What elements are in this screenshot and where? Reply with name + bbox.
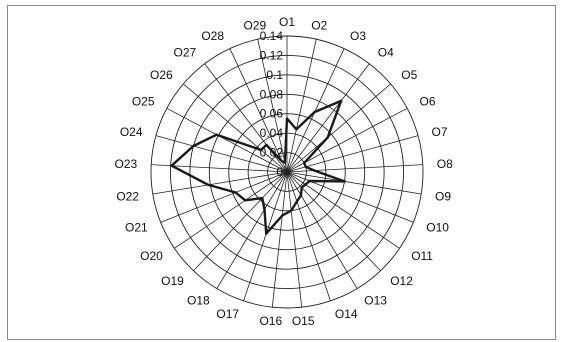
series-point bbox=[290, 209, 293, 212]
series-point bbox=[304, 183, 307, 186]
category-label: O22 bbox=[116, 189, 139, 203]
radial-tick-label: 0.06 bbox=[260, 107, 284, 121]
category-label: O10 bbox=[426, 221, 449, 235]
series-point bbox=[313, 110, 316, 114]
category-label: O18 bbox=[187, 294, 210, 308]
category-label: O28 bbox=[201, 29, 224, 43]
category-label: O29 bbox=[243, 19, 266, 33]
series-point bbox=[299, 194, 303, 197]
spoke-line bbox=[286, 164, 423, 173]
category-label: O21 bbox=[125, 221, 148, 235]
category-label: O6 bbox=[420, 95, 436, 109]
radar-series-group bbox=[170, 99, 346, 235]
radar-spokes bbox=[151, 36, 423, 308]
spoke-line bbox=[152, 171, 288, 195]
series-point bbox=[263, 208, 266, 211]
series-point bbox=[207, 183, 210, 187]
series-point bbox=[339, 99, 343, 103]
radial-tick-label: 0.02 bbox=[260, 146, 284, 160]
spoke-line bbox=[166, 107, 288, 173]
spoke-line bbox=[286, 171, 422, 195]
category-label: O23 bbox=[115, 157, 138, 171]
category-label: O13 bbox=[364, 294, 387, 308]
radial-tick-label: 0 bbox=[276, 165, 283, 179]
radial-tick-label: 0.12 bbox=[260, 48, 284, 62]
series-point bbox=[281, 214, 284, 217]
category-label: O24 bbox=[120, 125, 143, 139]
spoke-line bbox=[271, 171, 288, 308]
series-point bbox=[265, 143, 268, 147]
spoke-line bbox=[174, 171, 288, 249]
spoke-line bbox=[286, 39, 317, 173]
series-point bbox=[300, 186, 303, 189]
spoke-line bbox=[286, 63, 370, 173]
spoke-line bbox=[286, 171, 303, 308]
radial-tick-labels: 0 0.02 0.04 0.06 0.08 0.1 0.12 0.14 bbox=[260, 29, 284, 179]
series-point bbox=[244, 199, 247, 202]
series-point bbox=[343, 180, 346, 183]
series-point bbox=[259, 148, 263, 152]
spoke-line bbox=[229, 48, 288, 173]
category-label: O4 bbox=[378, 46, 394, 60]
category-label: O7 bbox=[432, 125, 448, 139]
category-label: O19 bbox=[161, 274, 184, 288]
category-label: O15 bbox=[292, 314, 315, 328]
category-label: O16 bbox=[259, 314, 282, 328]
spoke-line bbox=[193, 171, 288, 272]
category-label: O8 bbox=[437, 157, 453, 171]
radial-tick-label: 0.14 bbox=[260, 29, 284, 43]
series-polygon bbox=[170, 99, 346, 235]
spoke-line bbox=[216, 171, 288, 289]
category-label: O3 bbox=[350, 29, 366, 43]
spoke-line bbox=[183, 83, 288, 173]
spoke-line bbox=[160, 171, 288, 223]
spoke-line bbox=[286, 171, 358, 289]
spoke-line bbox=[286, 83, 391, 173]
category-label: O11 bbox=[411, 249, 433, 263]
series-point bbox=[170, 164, 173, 167]
series-point bbox=[295, 128, 298, 131]
category-label: O17 bbox=[216, 307, 239, 321]
series-point bbox=[234, 191, 237, 194]
series-point bbox=[285, 117, 289, 120]
series-point bbox=[265, 232, 268, 235]
series-point bbox=[283, 161, 287, 164]
spoke-line bbox=[286, 171, 414, 223]
spoke-line bbox=[204, 63, 288, 173]
category-label: O2 bbox=[311, 19, 327, 33]
series-point bbox=[215, 133, 218, 136]
series-point bbox=[303, 161, 306, 165]
spoke-line bbox=[286, 171, 331, 302]
radial-tick-label: 0.04 bbox=[260, 126, 284, 140]
series-point bbox=[280, 160, 284, 163]
category-label: O14 bbox=[335, 307, 358, 321]
radial-tick-label: 0.08 bbox=[260, 87, 284, 101]
spoke-line bbox=[286, 135, 419, 173]
category-label: O20 bbox=[140, 249, 163, 263]
category-label: O27 bbox=[174, 46, 197, 60]
spoke-line bbox=[257, 39, 288, 173]
series-point bbox=[326, 136, 329, 139]
series-point bbox=[295, 200, 299, 203]
series-point bbox=[192, 144, 195, 148]
category-label: O26 bbox=[150, 68, 173, 82]
category-label: O25 bbox=[132, 95, 155, 109]
spoke-line bbox=[286, 48, 345, 173]
radial-tick-label: 0.1 bbox=[266, 68, 283, 82]
category-label: O1 bbox=[279, 15, 295, 29]
series-point bbox=[308, 179, 311, 183]
category-label: O12 bbox=[390, 274, 413, 288]
category-label: O9 bbox=[435, 189, 451, 203]
category-label: O5 bbox=[401, 68, 417, 82]
spoke-line bbox=[155, 135, 288, 173]
series-point bbox=[313, 169, 316, 172]
series-point bbox=[261, 196, 264, 200]
spoke-line bbox=[243, 171, 288, 302]
series-point bbox=[304, 165, 307, 168]
